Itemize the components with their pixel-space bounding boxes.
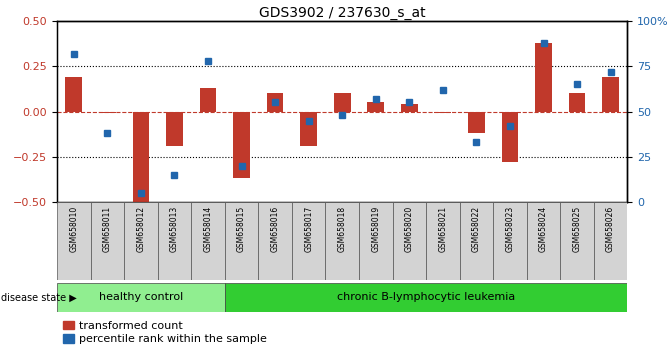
Bar: [535, 43, 552, 112]
Bar: [66, 77, 83, 112]
Bar: [393, 202, 426, 280]
Bar: [191, 202, 225, 280]
Bar: [301, 112, 317, 146]
Bar: [594, 202, 627, 280]
Bar: [133, 112, 150, 202]
Bar: [57, 283, 225, 312]
Text: healthy control: healthy control: [99, 292, 183, 302]
Text: GSM658011: GSM658011: [103, 206, 112, 252]
Bar: [124, 202, 158, 280]
Bar: [334, 93, 351, 112]
Text: GSM658014: GSM658014: [203, 206, 213, 252]
Bar: [225, 283, 627, 312]
Bar: [292, 202, 325, 280]
Bar: [325, 202, 359, 280]
Bar: [225, 202, 258, 280]
Text: GSM658026: GSM658026: [606, 206, 615, 252]
Text: GSM658015: GSM658015: [237, 206, 246, 252]
Text: GSM658022: GSM658022: [472, 206, 481, 252]
Legend: transformed count, percentile rank within the sample: transformed count, percentile rank withi…: [62, 321, 267, 344]
Text: GSM658018: GSM658018: [338, 206, 347, 252]
Bar: [468, 112, 484, 133]
Text: chronic B-lymphocytic leukemia: chronic B-lymphocytic leukemia: [337, 292, 515, 302]
Bar: [57, 202, 91, 280]
Bar: [359, 202, 393, 280]
Bar: [267, 93, 283, 112]
Bar: [426, 202, 460, 280]
Text: GSM658013: GSM658013: [170, 206, 179, 252]
Bar: [368, 103, 384, 112]
Text: GSM658012: GSM658012: [136, 206, 146, 252]
Bar: [200, 88, 216, 112]
Bar: [401, 104, 417, 112]
Text: GSM658025: GSM658025: [572, 206, 582, 252]
Text: GSM658019: GSM658019: [371, 206, 380, 252]
Bar: [527, 202, 560, 280]
Bar: [158, 202, 191, 280]
Text: GSM658010: GSM658010: [69, 206, 79, 252]
Title: GDS3902 / 237630_s_at: GDS3902 / 237630_s_at: [259, 6, 425, 20]
Text: GSM658020: GSM658020: [405, 206, 414, 252]
Text: disease state ▶: disease state ▶: [1, 292, 77, 302]
Bar: [460, 202, 493, 280]
Bar: [569, 93, 586, 112]
Text: GSM658017: GSM658017: [304, 206, 313, 252]
Bar: [502, 112, 519, 162]
Bar: [166, 112, 183, 146]
Bar: [603, 77, 619, 112]
Bar: [560, 202, 594, 280]
Bar: [493, 202, 527, 280]
Text: GSM658023: GSM658023: [505, 206, 515, 252]
Bar: [91, 202, 124, 280]
Text: GSM658024: GSM658024: [539, 206, 548, 252]
Bar: [435, 112, 451, 113]
Bar: [258, 202, 292, 280]
Text: GSM658021: GSM658021: [438, 206, 448, 252]
Bar: [99, 112, 116, 113]
Text: GSM658016: GSM658016: [270, 206, 280, 252]
Bar: [234, 112, 250, 178]
